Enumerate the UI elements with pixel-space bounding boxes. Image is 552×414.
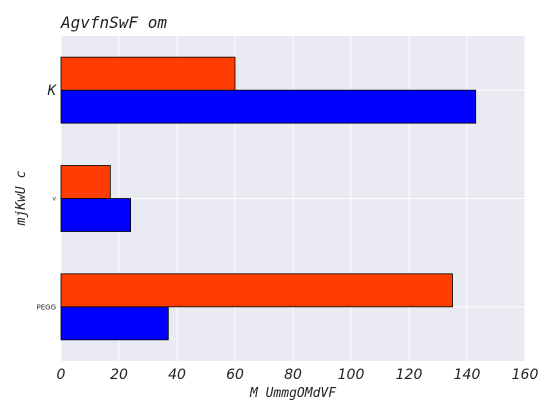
x-tick-labels: 0 20 40 60 80 100 120 140 160 <box>57 367 539 383</box>
bar-v-series-1 <box>60 198 131 232</box>
bar-v-series-2 <box>60 165 111 199</box>
y-tick-label-v: v <box>52 196 56 203</box>
x-tick-label: 40 <box>168 367 186 383</box>
x-tick-label: 0 <box>57 367 66 383</box>
bar-k-series-2 <box>60 56 236 91</box>
x-tick-label: 120 <box>396 367 423 383</box>
x-axis-label: M UmmgOMdVF <box>249 386 337 401</box>
y-tick-labels: PEGG v K <box>37 83 58 311</box>
y-axis-label: mjKwU c <box>14 170 29 226</box>
x-tick-label: 160 <box>512 367 539 383</box>
x-tick-label: 100 <box>338 367 365 383</box>
x-tick-label: 20 <box>110 367 128 383</box>
x-tick-label: 80 <box>284 367 302 383</box>
bar-pegg-series-2 <box>60 273 453 308</box>
y-tick-label-pegg: PEGG <box>37 303 57 311</box>
x-tick-label: 60 <box>226 367 244 383</box>
x-tick-label: 140 <box>454 367 481 383</box>
bars <box>60 56 477 341</box>
y-tick-label-k: K <box>47 83 58 99</box>
bar-pegg-series-1 <box>60 306 169 341</box>
chart-title: AgvfnSwF om <box>60 13 167 32</box>
bar-k-series-1 <box>60 89 477 124</box>
